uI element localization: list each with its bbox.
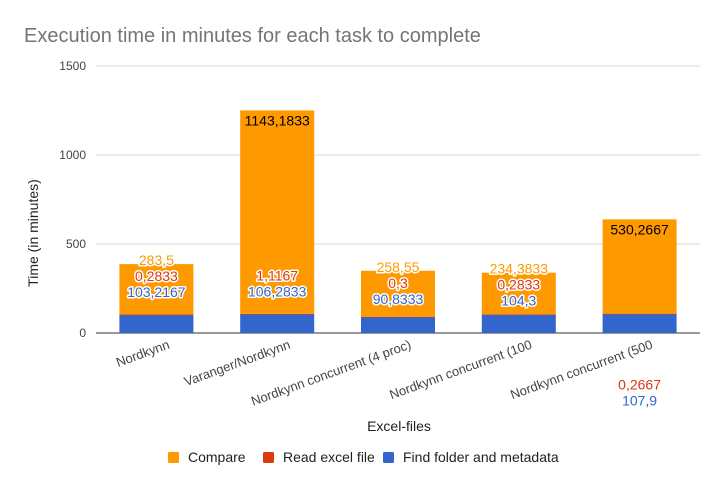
data-label: 104,3 (501, 293, 536, 309)
data-label: 0,3 (388, 275, 408, 291)
legend-swatch (263, 452, 274, 463)
data-label: 0,2667 (618, 376, 661, 392)
bar-segment (602, 313, 677, 315)
bar-segment (119, 264, 194, 315)
y-axis-title: Time (in minutes) (25, 179, 41, 287)
bars (119, 110, 677, 333)
bar-segment (361, 316, 435, 333)
data-label: 0,2833 (497, 277, 540, 293)
bar-segment (481, 272, 556, 315)
legend-label: Compare (188, 449, 246, 465)
data-label: 1,1167 (256, 267, 298, 283)
data-label: 107,9 (622, 392, 657, 408)
x-axis-title: Excel-files (367, 418, 431, 434)
bar-segment (602, 219, 677, 314)
data-label: 103,2167 (127, 284, 186, 300)
data-label: 258,55 (377, 259, 420, 275)
y-tick-label: 1500 (59, 59, 86, 73)
bar-segment (361, 316, 435, 318)
legend-item[interactable]: Compare (168, 449, 246, 465)
data-label: 1143,1833 (245, 112, 310, 128)
legend-swatch (383, 452, 394, 463)
legend-swatch (168, 452, 179, 463)
data-label: 90,8333 (373, 291, 424, 307)
legend-label: Find folder and metadata (403, 449, 559, 465)
data-label: 0,2833 (135, 268, 178, 284)
y-axis-ticks: 0 500 1000 1500 (59, 59, 86, 340)
bar-segment (602, 313, 677, 333)
x-tick-label: Nordkynn (114, 337, 171, 370)
bar-segment (240, 313, 315, 315)
legend-item[interactable]: Find folder and metadata (383, 449, 559, 465)
data-labels: 103,21670,2833283,5106,28331,11671143,18… (126, 112, 669, 409)
data-label: 530,2667 (610, 221, 669, 237)
data-label: 106,2833 (248, 283, 307, 299)
x-tick-label: Varanger/Nordkynn (182, 337, 292, 389)
y-tick-label: 500 (66, 237, 86, 251)
bar-segment (240, 110, 315, 314)
y-tick-label: 0 (79, 326, 86, 340)
bar-segment (361, 270, 435, 317)
data-label: 234,3833 (490, 261, 549, 277)
data-label: 283,5 (139, 252, 174, 268)
bar-segment (240, 314, 315, 333)
bar-segment (119, 314, 194, 333)
chart-title: Execution time in minutes for each task … (24, 25, 481, 47)
bar-segment (481, 314, 556, 333)
bar-segment (119, 314, 194, 316)
bar-segment (481, 314, 556, 315)
legend-item[interactable]: Read excel file (263, 449, 375, 465)
y-tick-label: 1000 (59, 148, 86, 162)
legend[interactable]: Compare Read excel file Find folder and me… (168, 449, 559, 465)
legend-label: Read excel file (283, 449, 375, 465)
